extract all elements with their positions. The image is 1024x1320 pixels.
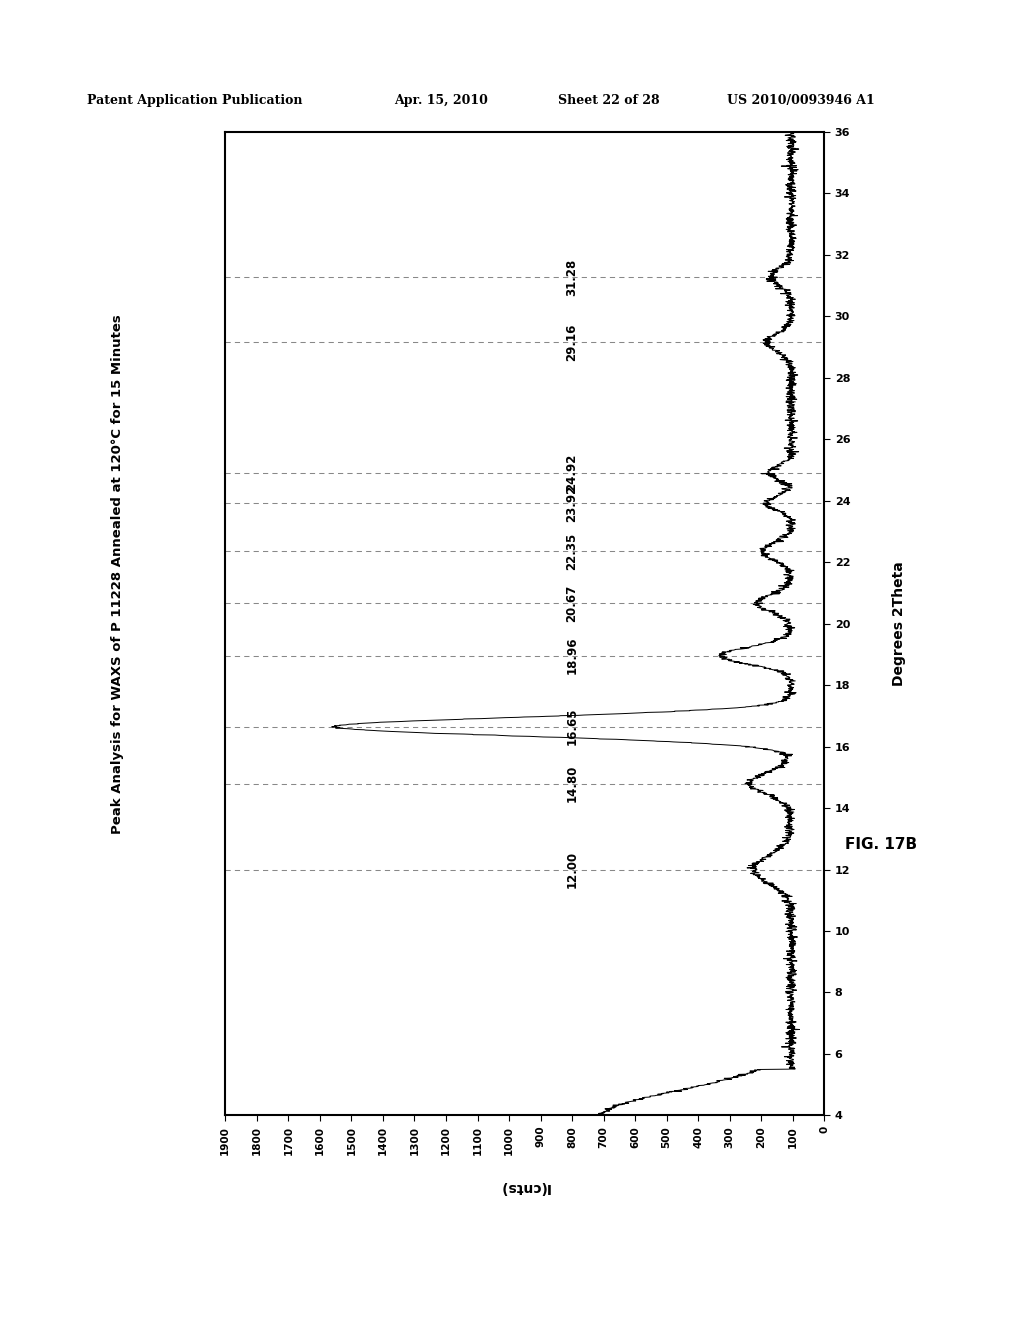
Text: 20.67: 20.67 [565,585,579,622]
Text: 29.16: 29.16 [565,323,579,360]
Text: FIG. 17B: FIG. 17B [845,837,916,853]
X-axis label: I(cnts): I(cnts) [500,1180,550,1195]
Text: 23.92: 23.92 [565,484,579,521]
Text: Sheet 22 of 28: Sheet 22 of 28 [558,94,659,107]
Text: 18.96: 18.96 [565,638,579,675]
Text: 14.80: 14.80 [565,764,579,803]
Text: Patent Application Publication: Patent Application Publication [87,94,302,107]
Text: 22.35: 22.35 [565,533,579,570]
Text: US 2010/0093946 A1: US 2010/0093946 A1 [727,94,874,107]
Text: Apr. 15, 2010: Apr. 15, 2010 [394,94,488,107]
Text: Peak Analysis for WAXS of P 11228 Annealed at 120°C for 15 Minutes: Peak Analysis for WAXS of P 11228 Anneal… [112,314,124,834]
Y-axis label: Degrees 2Theta: Degrees 2Theta [892,561,906,686]
Text: 12.00: 12.00 [565,851,579,888]
Text: 16.65: 16.65 [565,708,579,746]
Text: 24.92: 24.92 [565,454,579,491]
Text: 31.28: 31.28 [565,259,579,296]
